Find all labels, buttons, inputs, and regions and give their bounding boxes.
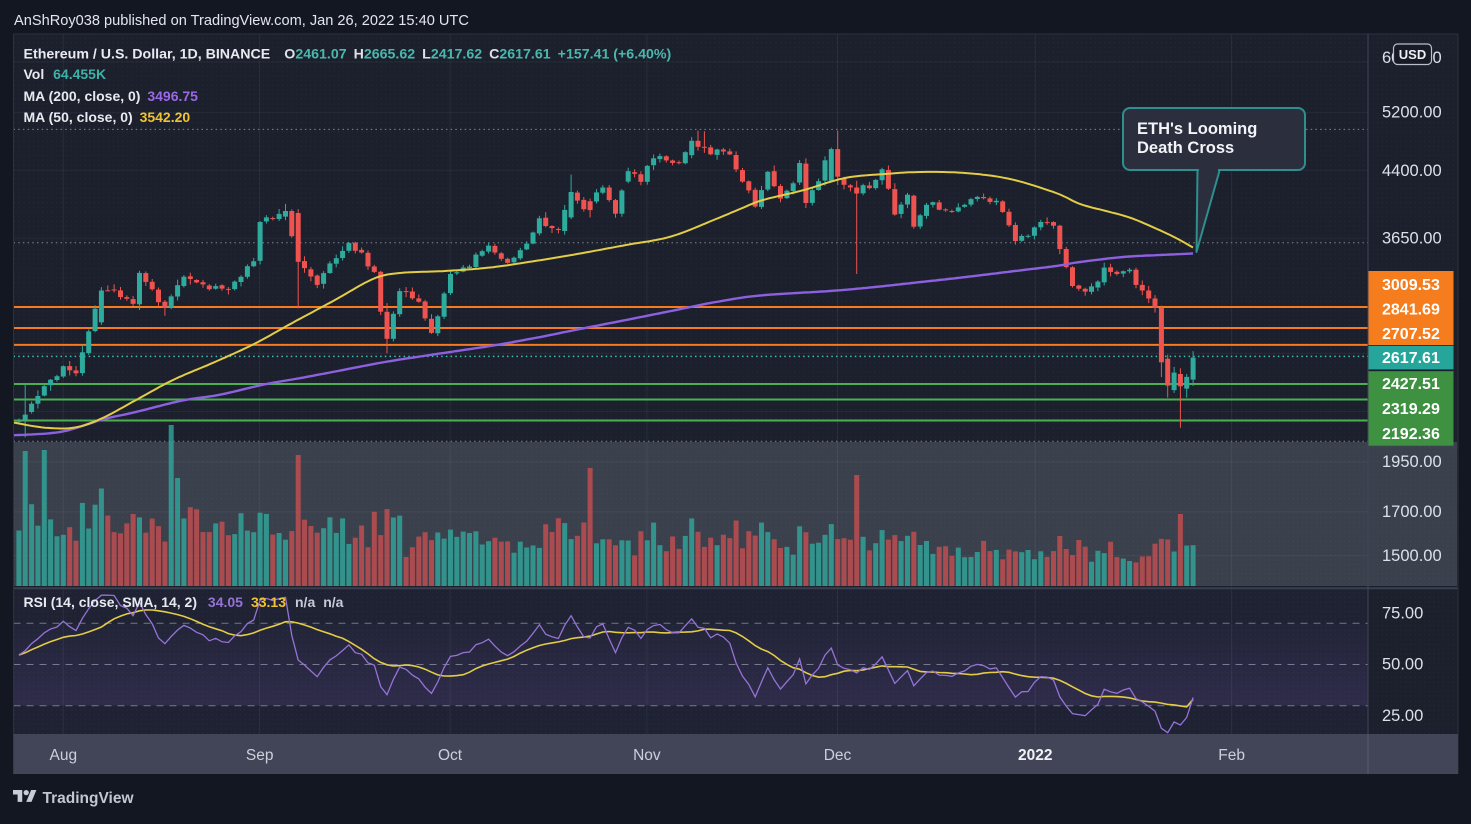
svg-text:75.00: 75.00 [1382,605,1423,623]
svg-text:2707.52: 2707.52 [1382,326,1440,343]
svg-text:TradingView: TradingView [43,790,135,807]
svg-text:Oct: Oct [438,747,463,764]
svg-text:1700.00: 1700.00 [1382,503,1442,521]
svg-text:3650.00: 3650.00 [1382,230,1442,248]
svg-text:Vol 64.455K: Vol 64.455K [24,66,107,82]
svg-text:Nov: Nov [633,747,661,764]
svg-text:MA (200, close, 0) 3496.75: MA (200, close, 0) 3496.75 [24,88,199,104]
svg-text:25.00: 25.00 [1382,707,1423,725]
svg-text:Dec: Dec [824,747,852,764]
svg-text:Feb: Feb [1218,747,1245,764]
svg-text:2841.69: 2841.69 [1382,302,1440,319]
svg-text:50.00: 50.00 [1382,656,1423,674]
svg-text:RSI (14, close, SMA, 14, 2) 34: RSI (14, close, SMA, 14, 2) 34.05 33.13 n/… [24,594,344,610]
svg-text:2427.51: 2427.51 [1382,376,1440,393]
svg-text:1500.00: 1500.00 [1382,547,1442,565]
svg-text:Aug: Aug [50,747,78,764]
svg-text:Sep: Sep [246,747,274,764]
svg-text:Death Cross: Death Cross [1137,139,1234,157]
svg-text:1950.00: 1950.00 [1382,453,1442,471]
svg-text:2319.29: 2319.29 [1382,401,1440,418]
svg-text:2617.61: 2617.61 [1382,350,1440,367]
svg-text:ETH's Looming: ETH's Looming [1137,120,1257,138]
svg-text:2022: 2022 [1018,747,1052,764]
svg-text:MA (50, close, 0) 3542.20: MA (50, close, 0) 3542.20 [24,109,191,125]
svg-text:2192.36: 2192.36 [1382,426,1440,443]
svg-text:AnShRoy038 published on Tradin: AnShRoy038 published on TradingView.com,… [14,13,469,29]
svg-text:4400.00: 4400.00 [1382,162,1442,180]
svg-text:3009.53: 3009.53 [1382,277,1440,294]
svg-text:5200.00: 5200.00 [1382,104,1442,122]
svg-text:USD: USD [1399,47,1426,62]
